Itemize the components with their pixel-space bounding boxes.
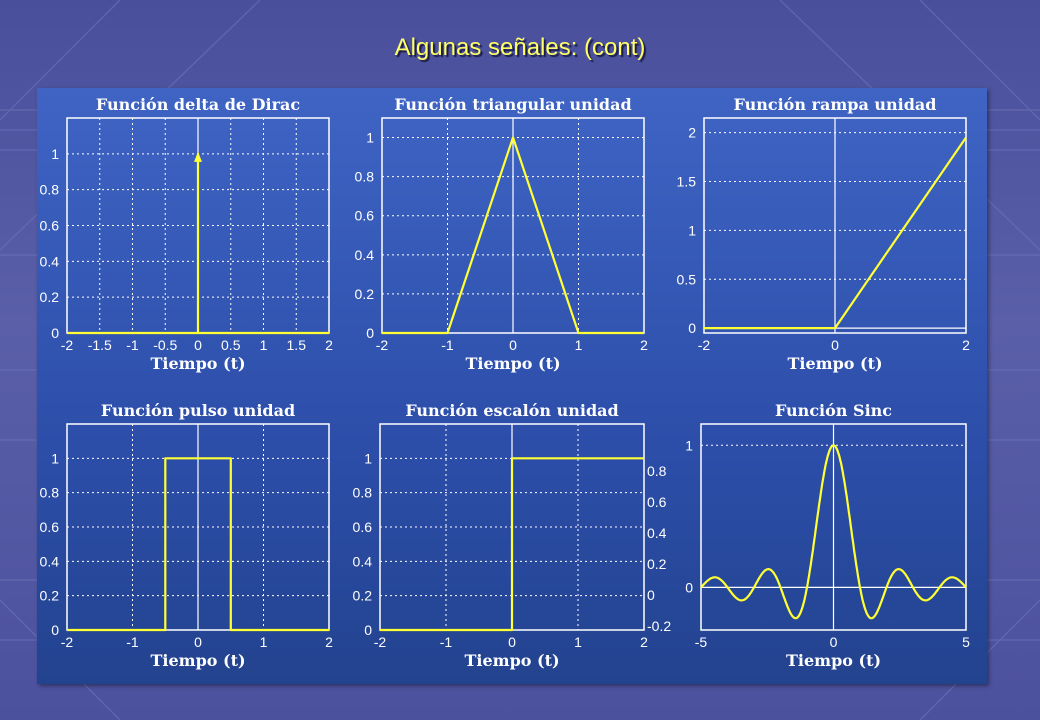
x-tick-label: -1 <box>126 634 139 650</box>
y-tick-label: 0 <box>685 579 693 595</box>
signals-figure: -2 -1.5 -1 -0.5 0 0.5 1 1.5 2 0 0.2 0.4 0.6 0.8 1 Funci… <box>37 88 987 684</box>
x-tick-label: 2 <box>325 634 333 650</box>
x-axis-label: Tiempo (t) <box>150 354 245 373</box>
y-tick-label: 0.6 <box>355 208 375 224</box>
y-tick-label: 0.4 <box>40 253 60 269</box>
x-tick-label: 0 <box>194 337 202 353</box>
x-tick-label: 0 <box>830 634 838 650</box>
y-tick-label: 1 <box>51 450 59 466</box>
x-tick-label: -2 <box>61 337 74 353</box>
y-tick-label: 0.8 <box>353 485 373 501</box>
y-tick-label: 0.4 <box>40 553 60 569</box>
ghost-y-tick-label: 0 <box>647 587 655 603</box>
x-tick-label: 5 <box>962 634 970 650</box>
signal-line <box>382 136 644 335</box>
x-tick-label: -1 <box>440 634 453 650</box>
plot-panel-4: -2 -1 0 1 2 0 0.2 0.4 0.6 0.8 1 Función pulso unida… <box>40 401 334 670</box>
plot-title: Función escalón unidad <box>405 401 618 420</box>
y-tick-label: 0.5 <box>677 271 697 287</box>
x-axis-label: Tiempo (t) <box>150 651 245 670</box>
plot-title: Función pulso unidad <box>101 401 295 420</box>
x-tick-label: 2 <box>640 337 648 353</box>
y-tick-label: 0.6 <box>40 519 60 535</box>
x-tick-label: 0 <box>194 634 202 650</box>
plot-title: Función Sinc <box>775 401 892 420</box>
x-axis-label: Tiempo (t) <box>787 354 882 373</box>
y-tick-label: 0 <box>364 622 372 638</box>
plot-title: Función rampa unidad <box>734 95 937 114</box>
x-tick-label: 0 <box>509 337 517 353</box>
x-tick-label: -1 <box>126 337 139 353</box>
x-tick-label: -2 <box>374 634 387 650</box>
y-tick-label: 1 <box>364 450 372 466</box>
x-tick-label: -2 <box>376 337 389 353</box>
plot-panel-2: -2 -1 0 1 2 0 0.2 0.4 0.6 0.8 1 Función triangular … <box>355 95 649 373</box>
x-tick-label: 0.5 <box>221 337 241 353</box>
plot-panel-1: -2 -1.5 -1 -0.5 0 0.5 1 1.5 2 0 0.2 0.4 0.6 0.8 1 Funci… <box>40 95 334 373</box>
y-tick-label: 0.8 <box>40 485 60 501</box>
x-tick-label: 2 <box>325 337 333 353</box>
signal-line <box>67 152 329 335</box>
y-tick-label: 0.4 <box>355 247 375 263</box>
x-tick-label: 1 <box>260 634 268 650</box>
slide-title: Algunas señales: (cont) <box>394 34 646 61</box>
x-tick-label: -2 <box>61 634 74 650</box>
signal-line <box>380 457 644 632</box>
x-tick-label: 0 <box>508 634 516 650</box>
x-tick-label: -1 <box>441 337 454 353</box>
y-tick-label: 0 <box>51 325 59 341</box>
ghost-y-tick-label: 0.8 <box>647 463 667 479</box>
y-tick-label: 1 <box>51 146 59 162</box>
signal-line <box>67 457 329 632</box>
signal-line <box>704 136 967 330</box>
x-tick-label: -1.5 <box>88 337 112 353</box>
y-tick-label: 1 <box>688 222 696 238</box>
ghost-y-tick-label: 0.4 <box>647 525 667 541</box>
plot-panel-5: -2 -1 0 1 2 0 0.2 0.4 0.6 0.8 1 0.8 0.6 0.4 0.2 0 -0.2 Fu… <box>353 401 672 670</box>
y-tick-label: 1 <box>685 437 693 453</box>
x-axis-label: Tiempo (t) <box>464 651 559 670</box>
x-axis-label: Tiempo (t) <box>786 651 881 670</box>
x-tick-label: 1.5 <box>287 337 307 353</box>
plot-title: Función delta de Dirac <box>96 95 301 114</box>
plot-title: Función triangular unidad <box>394 95 631 114</box>
y-tick-label: 0.2 <box>40 289 60 305</box>
y-tick-label: 0.2 <box>353 588 373 604</box>
x-tick-label: 1 <box>574 634 582 650</box>
x-tick-label: -5 <box>695 634 708 650</box>
x-axis-label: Tiempo (t) <box>465 354 560 373</box>
ghost-y-tick-label: 0.6 <box>647 494 667 510</box>
y-tick-label: 0.2 <box>355 286 375 302</box>
x-tick-label: -2 <box>698 337 711 353</box>
y-tick-label: 2 <box>688 125 696 141</box>
x-tick-label: 2 <box>962 337 970 353</box>
x-tick-label: 0 <box>831 337 839 353</box>
x-tick-label: 2 <box>640 634 648 650</box>
y-tick-label: 0.4 <box>353 553 373 569</box>
y-tick-label: 1 <box>366 130 374 146</box>
y-tick-label: 0.8 <box>355 169 375 185</box>
x-tick-label: 1 <box>575 337 583 353</box>
ghost-y-tick-label: -0.2 <box>647 618 671 634</box>
y-tick-label: 0.6 <box>353 519 373 535</box>
ghost-y-tick-label: 0.2 <box>647 556 667 572</box>
y-tick-label: 0.8 <box>40 182 60 198</box>
plot-panel-6: -5 0 5 0 1 Función Sinc Tiempo (t) <box>685 401 970 670</box>
signals-figure-canvas: -2 -1.5 -1 -0.5 0 0.5 1 1.5 2 0 0.2 0.4 0.6 0.8 1 Funci… <box>40 95 971 670</box>
y-tick-label: 0 <box>51 622 59 638</box>
y-tick-label: 1.5 <box>677 174 697 190</box>
y-tick-label: 0 <box>366 325 374 341</box>
delta-arrowhead <box>194 151 202 162</box>
x-tick-label: 1 <box>260 337 268 353</box>
signal-line <box>700 444 967 620</box>
y-tick-label: 0.6 <box>40 218 60 234</box>
y-tick-label: 0.2 <box>40 588 60 604</box>
y-tick-label: 0 <box>688 320 696 336</box>
x-tick-label: -0.5 <box>153 337 177 353</box>
